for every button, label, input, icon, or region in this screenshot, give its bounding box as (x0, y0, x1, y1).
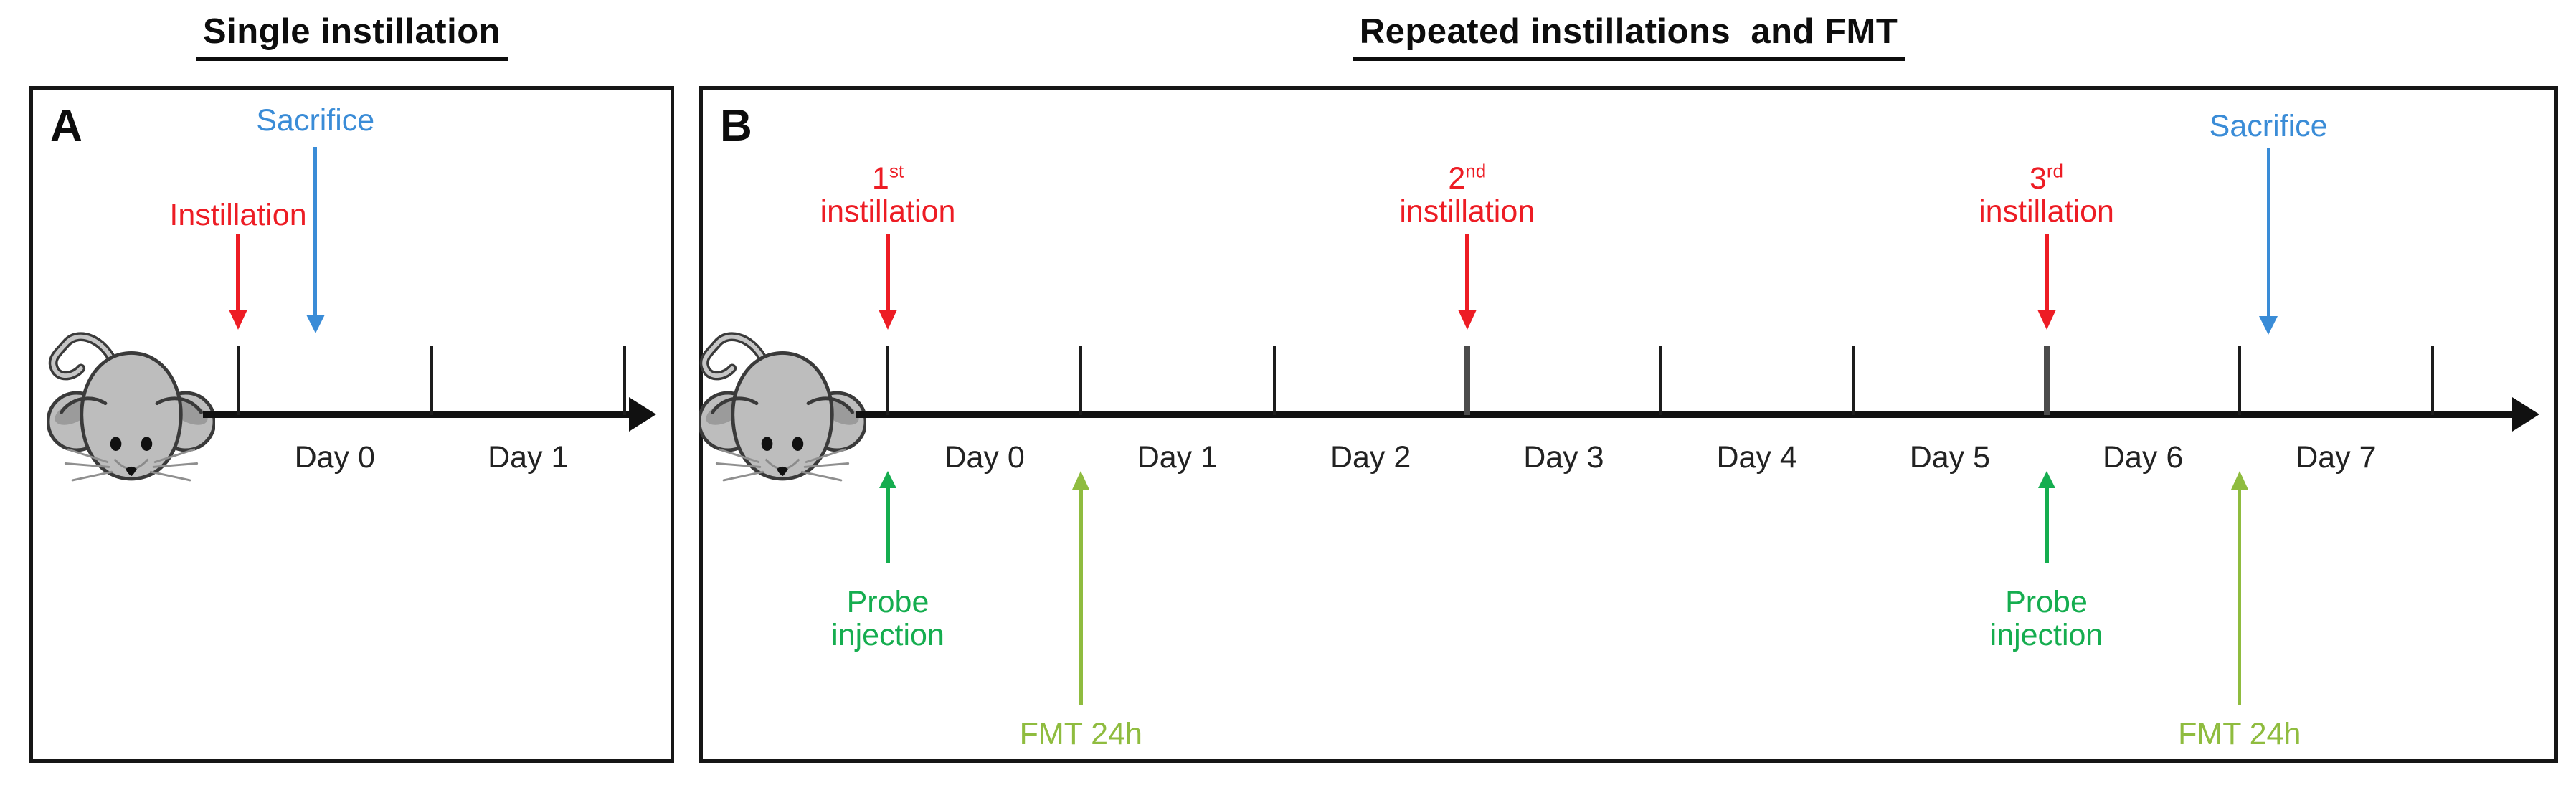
instillation-label: Instillation (169, 198, 307, 232)
panel-a-title-text: Single instillation (195, 11, 508, 61)
instillation-arrow-shaft (2044, 234, 2049, 310)
probe-injection-arrow-shaft (886, 488, 890, 563)
instillation-label: 1st instillation (820, 160, 956, 229)
timeline-tick (430, 346, 433, 415)
probe-injection-arrow-shaft (2044, 488, 2049, 563)
panel-a: A Day 0 Day 1 Instillation Sacrifice (29, 86, 674, 763)
panel-a-stage: Day 0 Day 1 Instillation Sacrifice (33, 90, 671, 759)
timeline-tick (237, 346, 240, 415)
timeline-arrowhead-icon (629, 397, 656, 432)
probe-injection-arrow-arrowhead-icon (2037, 471, 2055, 488)
panel-b-title-text: Repeated instillations and FMT (1352, 11, 1905, 61)
day-label: Day 3 (1523, 440, 1604, 475)
day-label: Day 0 (944, 440, 1025, 475)
fmt-label: FMT 24h (1019, 717, 1142, 751)
fmt-label: FMT 24h (2178, 717, 2301, 751)
day-label: Day 0 (294, 440, 375, 475)
timeline-tick (1852, 346, 1855, 415)
instillation-arrow-arrowhead-icon (1457, 310, 1477, 330)
instillation-arrow-arrowhead-icon (879, 310, 897, 330)
probe-injection-arrow-arrowhead-icon (879, 471, 896, 488)
day-label: Day 1 (488, 440, 569, 475)
timeline-tick (1464, 346, 1470, 415)
fmt-arrow-shaft (2238, 490, 2242, 705)
day-label: Day 4 (1716, 440, 1797, 475)
day-label: Day 6 (2102, 440, 2184, 475)
instillation-label: 2nd instillation (1399, 160, 1535, 229)
timeline-bar (856, 411, 2512, 418)
timeline-tick (1659, 346, 1662, 415)
instillation-label: 3rd instillation (1979, 160, 2114, 229)
sacrifice-arrow-arrowhead-icon (2259, 316, 2278, 335)
mouse-icon-svg (46, 332, 217, 482)
timeline-tick (1079, 346, 1083, 415)
day-label: Day 7 (2296, 440, 2377, 475)
instillation-arrow-shaft (236, 234, 240, 310)
panel-a-title: Single instillation (29, 11, 674, 76)
probe-injection-label: Probe injection (1989, 585, 2103, 652)
timeline-tick (2431, 346, 2434, 415)
probe-injection-label: Probe injection (831, 585, 944, 652)
instillation-arrow-arrowhead-icon (229, 310, 247, 330)
day-label: Day 1 (1137, 440, 1218, 475)
timeline-tick (623, 346, 626, 415)
sacrifice-label: Sacrifice (2209, 109, 2328, 143)
sacrifice-arrow-shaft (2266, 148, 2270, 316)
timeline-tick (2238, 346, 2241, 415)
fmt-arrow-arrowhead-icon (1072, 471, 1090, 490)
instillation-arrow-arrowhead-icon (2037, 310, 2056, 330)
day-label: Day 5 (1909, 440, 1991, 475)
mouse-icon-svg (697, 332, 868, 482)
timeline-tick (1272, 346, 1276, 415)
panel-b-stage: Day 0 Day 1 Day 2 Day 3 Day 4 Day 5 Day 6 Day 7… (697, 90, 2554, 759)
timeline-bar (203, 411, 629, 418)
instillation-arrow-shaft (886, 234, 890, 310)
mouse-icon (697, 325, 868, 490)
panel-a-letter: A (50, 101, 82, 151)
timeline-arrowhead-icon (2512, 397, 2539, 432)
panel-b-letter: B (720, 101, 752, 151)
sacrifice-label: Sacrifice (256, 103, 375, 138)
instillation-arrow-shaft (1464, 234, 1469, 310)
sacrifice-arrow-arrowhead-icon (306, 315, 325, 333)
fmt-arrow-arrowhead-icon (2230, 471, 2248, 490)
sacrifice-arrow-shaft (313, 147, 318, 315)
fmt-arrow-shaft (1079, 490, 1083, 705)
panel-b-title: Repeated instillations and FMT (699, 11, 2558, 76)
mouse-icon (46, 325, 217, 490)
timeline-tick (2043, 346, 2050, 415)
panel-b: B Day 0 Day 1 Day 2 Day 3 Day 4 Day 5 Day 6 Day… (697, 86, 2558, 763)
timeline-tick (886, 346, 889, 415)
day-label: Day 2 (1330, 440, 1411, 475)
